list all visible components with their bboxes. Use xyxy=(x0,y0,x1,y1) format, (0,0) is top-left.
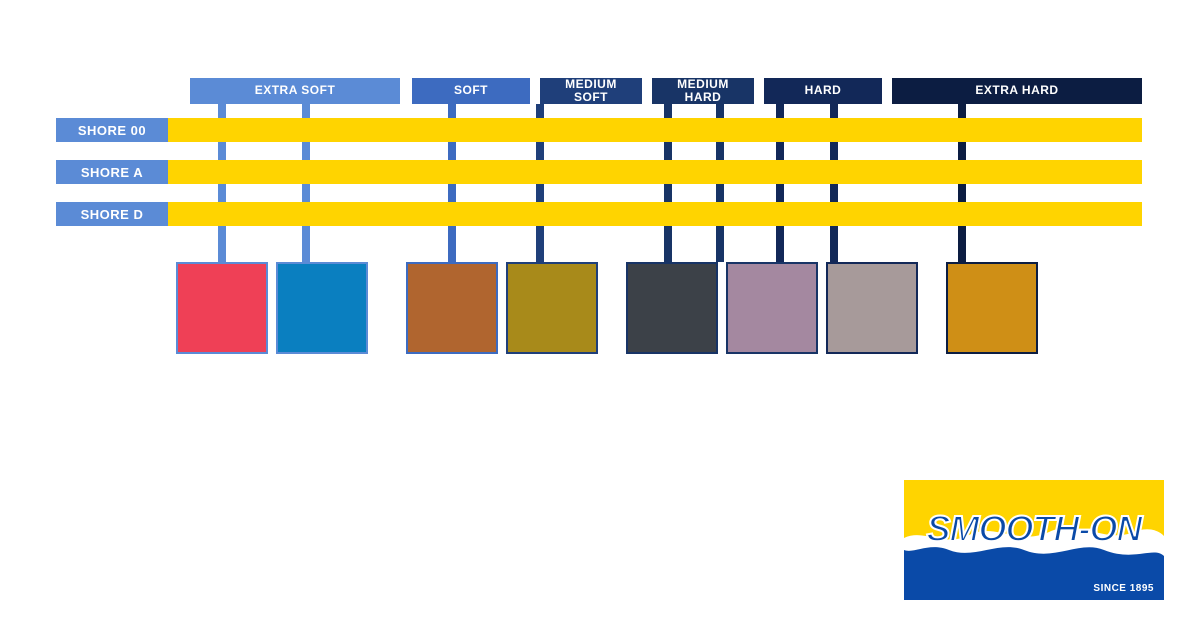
material-swatch xyxy=(946,262,1038,354)
category-header: HARD xyxy=(764,78,882,104)
scale-row-bar xyxy=(168,160,1142,184)
brand-logo: SMOOTH-ON SINCE 1895 xyxy=(904,480,1164,610)
scale-row-label: SHORE D xyxy=(56,202,168,226)
material-swatch xyxy=(826,262,918,354)
shore-hardness-chart: EXTRA SOFT SOFT MEDIUMSOFT MEDIUMHARD HARD EX… xyxy=(0,0,1200,400)
material-swatch xyxy=(726,262,818,354)
material-swatch xyxy=(276,262,368,354)
category-header: MEDIUMHARD xyxy=(652,78,754,104)
logo-wordmark: SMOOTH-ON xyxy=(904,508,1164,550)
scale-row-bar xyxy=(168,202,1142,226)
scale-row-label: SHORE A xyxy=(56,160,168,184)
material-swatch xyxy=(626,262,718,354)
category-header: EXTRA HARD xyxy=(892,78,1142,104)
material-swatch xyxy=(506,262,598,354)
category-header: MEDIUMSOFT xyxy=(540,78,642,104)
scale-row-label: SHORE 00 xyxy=(56,118,168,142)
logo-tagline: SINCE 1895 xyxy=(1093,583,1154,594)
scale-row-bar xyxy=(168,118,1142,142)
logo-flag: SMOOTH-ON SINCE 1895 xyxy=(904,480,1164,600)
category-header: EXTRA SOFT xyxy=(190,78,400,104)
material-swatch xyxy=(176,262,268,354)
category-header: SOFT xyxy=(412,78,530,104)
material-swatch xyxy=(406,262,498,354)
